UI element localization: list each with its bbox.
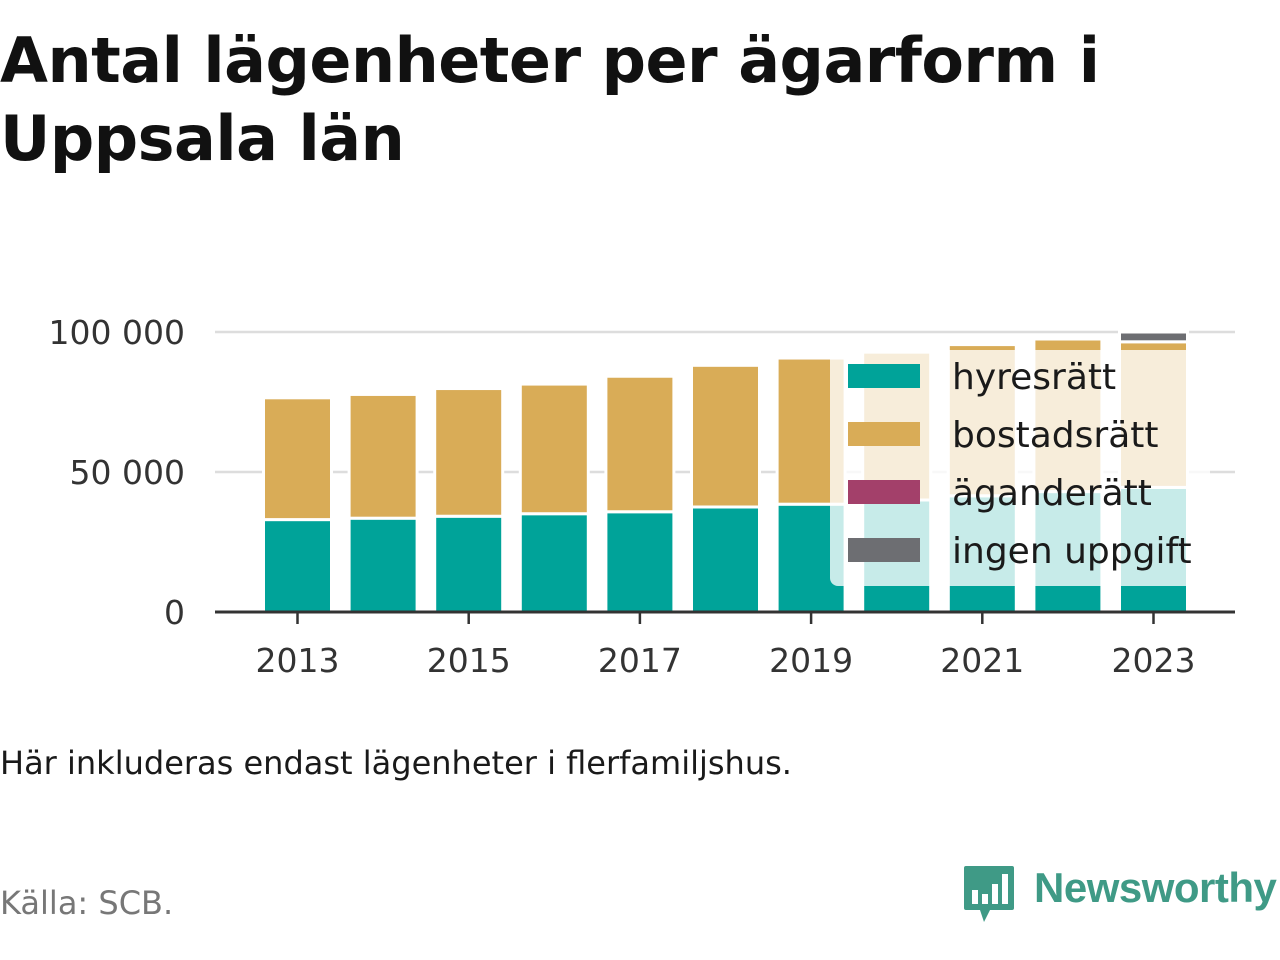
legend-swatch [848,422,920,446]
y-tick-label: 50 000 [70,453,185,492]
x-tick-label: 2015 [427,641,511,680]
x-tick-label: 2021 [940,641,1024,680]
legend-label: bostadsrätt [952,415,1159,456]
bar-segment [347,392,419,520]
bar-segment [604,510,676,614]
bar-segment [433,514,505,614]
bar-segment [262,518,333,614]
x-tick-label: 2023 [1112,641,1196,680]
legend-swatch [848,480,920,504]
legend-swatch [848,538,920,562]
bar-segment [262,396,333,522]
bar-segment [604,374,676,514]
x-tick-label: 2017 [598,641,682,680]
legend-label: hyresrätt [952,357,1116,398]
legend-label: ingen uppgift [952,531,1192,572]
bar-segment [1118,330,1189,344]
bar-segment [518,382,590,516]
newsworthy-logo[interactable]: Newsworthy [962,860,1280,930]
x-tick-label: 2013 [256,641,340,680]
legend: hyresrätt bostadsrätt äganderätt ingen uppg… [830,350,1210,586]
legend-label: äganderätt [952,473,1152,514]
stacked-bar-chart: 0 50 000 100 000 2013 2015 2017 2019 2021 2023 h… [49,313,1235,680]
brand-name: Newsworthy [1034,864,1277,911]
bar-segment [690,505,761,614]
bar-segment [433,387,505,518]
chart-note: Här inkluderas endast lägenheter i flerf… [0,744,792,782]
chart-title: Antal lägenheter per ägarform i Uppsala … [0,24,1100,175]
y-tick-label: 0 [164,593,185,632]
bar-segment [690,363,761,509]
axes: 0 50 000 100 000 2013 2015 2017 2019 2021 2023 [49,313,1235,680]
legend-background [830,350,1210,586]
bar-segment [347,516,419,614]
y-tick-label: 100 000 [49,313,185,352]
newsworthy-chart-icon [964,866,1014,922]
x-tick-label: 2019 [769,641,853,680]
source-text: Källa: SCB. [0,884,174,922]
bar-segment [518,512,590,614]
legend-swatch [848,364,920,388]
